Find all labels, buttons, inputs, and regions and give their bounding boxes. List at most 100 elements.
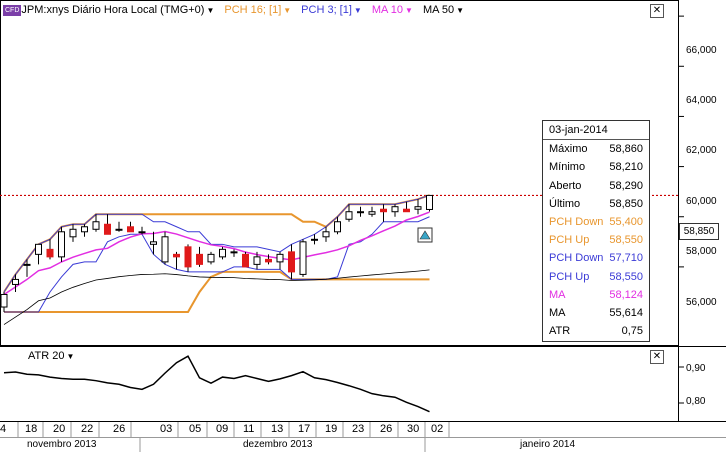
cfd-badge: CFD: [3, 4, 22, 16]
price-label: 66,000: [686, 45, 717, 56]
candle-body: [150, 241, 157, 245]
x-day-label: 13: [271, 423, 284, 435]
price-label: 58,000: [686, 246, 717, 257]
price-label: 56,000: [686, 297, 717, 308]
candle-body: [35, 243, 42, 255]
candle-body: [403, 208, 410, 213]
atr-line: [3, 355, 430, 413]
info-label: MA: [549, 288, 566, 301]
close-atr-button[interactable]: ✕: [650, 350, 664, 364]
candle-body: [299, 241, 307, 275]
x-day-label: 20: [53, 423, 66, 435]
info-value: 58,550: [609, 234, 643, 247]
candles: [0, 194, 433, 313]
atr-axis-ticks: [678, 366, 684, 404]
chevron-down-icon: ▼: [353, 5, 362, 15]
candle-body: [0, 293, 8, 308]
candle-body: [207, 253, 215, 263]
info-label: Último: [549, 197, 581, 210]
info-row: Mínimo 58,210: [543, 158, 649, 176]
info-label: PCH Down: [549, 252, 604, 265]
candle-body: [138, 231, 146, 234]
info-label: ATR: [549, 325, 571, 338]
x-day-label: 26: [380, 423, 393, 435]
current-price-tag: 58,850: [679, 223, 719, 240]
candle-body: [161, 236, 169, 263]
x-day-label: 4: [0, 423, 7, 435]
pch16-channel: [3, 194, 430, 314]
x-day-label: 22: [81, 423, 94, 435]
x-day-label: 09: [216, 423, 229, 435]
info-row: Máximo 58,860: [543, 140, 649, 158]
x-day-label: 03: [160, 423, 173, 435]
instrument-legend[interactable]: JPM:xnys Diário Hora Local (TMG+0) ▼: [21, 4, 214, 16]
candle-body: [288, 251, 295, 273]
candle-body: [322, 231, 330, 238]
x-day-label: 05: [189, 423, 202, 435]
pch3-legend[interactable]: PCH 3; [1] ▼: [301, 4, 362, 16]
info-label: MA: [549, 306, 566, 319]
info-row: MA 58,124: [543, 286, 649, 304]
ma10-legend[interactable]: MA 10 ▼: [372, 4, 413, 16]
pch16-label: PCH 16; [1]: [224, 4, 282, 16]
candle-body: [104, 223, 111, 235]
info-value: 0,75: [621, 325, 643, 338]
x-day-label: 02: [431, 423, 444, 435]
chevron-down-icon: ▼: [66, 351, 75, 361]
info-date: 03-jan-2014: [549, 124, 608, 136]
price-label: 64,000: [686, 95, 717, 106]
x-day-label: 19: [325, 423, 338, 435]
candle-body: [414, 206, 422, 210]
info-row: PCH Down 55,400: [543, 213, 649, 231]
candle-body: [380, 208, 387, 213]
info-value: 58,210: [609, 161, 643, 174]
chevron-down-icon: ▼: [283, 5, 292, 15]
ma10-line: [3, 211, 430, 296]
pch16-legend[interactable]: PCH 16; [1] ▼: [224, 4, 291, 16]
atr-legend[interactable]: ATR 20 ▼: [28, 350, 74, 362]
candle-body: [46, 248, 54, 258]
indicator-legend: CFD JPM:xnys Diário Hora Local (TMG+0) ▼…: [0, 0, 464, 20]
info-label: Mínimo: [549, 161, 586, 174]
info-label: Aberto: [549, 179, 582, 192]
info-value: 58,860: [609, 143, 643, 156]
price-axis-ticks: [678, 15, 684, 268]
candle-body: [184, 246, 192, 268]
instrument-label: JPM:xnys Diário Hora Local (TMG+0): [21, 4, 205, 16]
pch3-channel: [3, 194, 430, 313]
atr-series: [3, 355, 430, 413]
month-label: dezembro 2013: [243, 439, 313, 450]
close-chart-button[interactable]: ✕: [650, 4, 664, 18]
candle-body: [127, 226, 134, 233]
candle-body: [345, 211, 353, 220]
info-row: MA 55,614: [543, 304, 649, 322]
candle-body: [265, 258, 272, 263]
info-row: Aberto 58,290: [543, 177, 649, 195]
chevron-down-icon: ▼: [206, 5, 215, 15]
chevron-down-icon: ▼: [405, 5, 413, 15]
candle-body: [219, 248, 226, 258]
candle-body: [253, 256, 261, 265]
x-day-label: 11: [243, 423, 255, 435]
candle-body: [196, 253, 203, 265]
pch3-down-line: [4, 216, 430, 313]
candle-body: [92, 221, 100, 230]
info-value: 58,124: [609, 288, 643, 301]
atr-axis-label: 0,90: [686, 363, 706, 374]
info-label: PCH Up: [549, 270, 590, 283]
month-label: janeiro 2014: [520, 439, 576, 450]
candle-body: [58, 231, 65, 258]
ma10-series: [3, 211, 430, 296]
ma50-legend[interactable]: MA 50 ▼: [423, 4, 464, 16]
candle-body: [12, 278, 19, 285]
x-day-label: 23: [352, 423, 365, 435]
candle-body: [81, 226, 88, 233]
alert-triangle-icon: [419, 230, 431, 240]
month-label: novembro 2013: [27, 439, 97, 450]
pch3-up-line: [3, 194, 430, 293]
info-value: 58,850: [609, 197, 643, 210]
ma10-label: MA 10: [371, 4, 404, 16]
ma50-label: MA 50: [422, 4, 455, 16]
atr-label: ATR 20: [28, 350, 65, 362]
candle-body: [23, 263, 31, 266]
